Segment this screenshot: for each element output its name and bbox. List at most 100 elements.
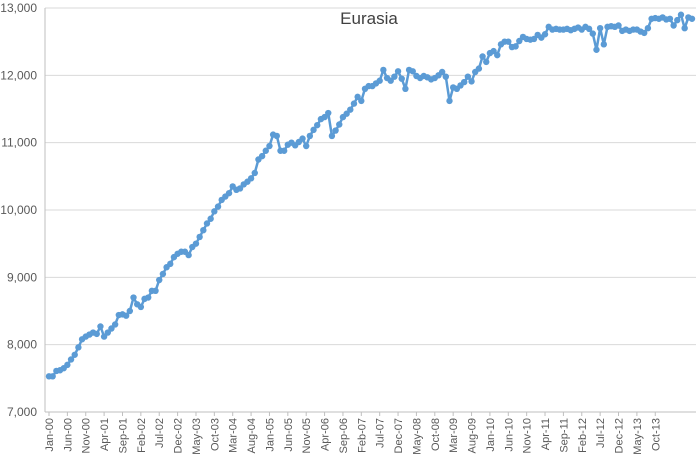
x-tick-label: Sep-01 bbox=[117, 418, 129, 453]
data-point bbox=[280, 147, 288, 154]
x-tick-label: Apr-01 bbox=[99, 418, 111, 451]
data-point bbox=[541, 31, 549, 38]
data-point bbox=[225, 189, 233, 197]
y-tick-label: 12,000 bbox=[0, 68, 37, 82]
gridlines bbox=[45, 7, 696, 346]
x-tick-label: Jul-07 bbox=[375, 418, 387, 448]
x-tick-label: Dec-02 bbox=[173, 418, 185, 453]
data-point bbox=[207, 215, 214, 222]
x-tick-label: Jun-10 bbox=[503, 418, 515, 452]
data-point bbox=[409, 68, 416, 75]
data-point bbox=[97, 323, 104, 330]
data-point bbox=[479, 53, 486, 60]
data-point bbox=[303, 142, 310, 150]
data-point bbox=[464, 73, 472, 80]
chart-title: Eurasia bbox=[340, 9, 398, 28]
y-tick-label: 7,000 bbox=[7, 405, 37, 419]
data-point bbox=[475, 65, 483, 72]
data-point bbox=[145, 294, 152, 301]
data-point bbox=[167, 260, 174, 268]
data-point bbox=[376, 77, 383, 84]
data-point bbox=[196, 233, 203, 241]
data-point bbox=[512, 43, 519, 50]
x-tick-label: May-03 bbox=[191, 418, 203, 455]
data-point bbox=[108, 325, 115, 332]
x-tick-label: Oct-13 bbox=[650, 418, 662, 451]
x-tick-label: Sep-06 bbox=[338, 418, 350, 453]
data-point bbox=[262, 147, 269, 154]
data-point bbox=[391, 73, 398, 80]
x-tick-label: Mar-09 bbox=[448, 418, 460, 453]
x-tick-label: Oct-03 bbox=[209, 418, 221, 451]
data-point bbox=[460, 78, 468, 86]
data-point bbox=[688, 15, 696, 22]
data-point bbox=[306, 132, 314, 140]
x-tick-label: Jun-00 bbox=[62, 418, 74, 452]
x-tick-label: May-13 bbox=[632, 418, 644, 455]
x-axis-tick-labels: Jan-00 Jun-00 Nov-00 Apr-01 Sep-01 Feb-02 Jul-… bbox=[44, 418, 662, 455]
data-point bbox=[593, 46, 600, 53]
data-point bbox=[64, 361, 71, 369]
data-point bbox=[615, 22, 622, 29]
data-point bbox=[211, 208, 218, 215]
data-point bbox=[258, 152, 266, 160]
data-point bbox=[130, 294, 137, 301]
data-point bbox=[332, 127, 339, 134]
x-tick-label: Jan-05 bbox=[264, 418, 276, 452]
data-point bbox=[666, 15, 674, 22]
axes bbox=[44, 8, 696, 416]
data-point bbox=[214, 203, 222, 210]
x-tick-label: Aug-04 bbox=[246, 418, 258, 453]
data-point bbox=[192, 240, 200, 247]
data-point bbox=[585, 25, 593, 33]
data-point bbox=[100, 333, 108, 340]
data-point bbox=[402, 85, 409, 93]
data-point bbox=[137, 303, 145, 311]
data-point bbox=[236, 185, 244, 192]
x-tick-label: Mar-04 bbox=[228, 418, 240, 453]
data-point bbox=[93, 330, 100, 338]
data-point bbox=[67, 356, 75, 363]
x-tick-label: Nov-00 bbox=[81, 418, 93, 453]
data-point bbox=[589, 30, 596, 37]
data-point bbox=[310, 126, 317, 134]
data-point bbox=[483, 58, 490, 66]
data-point bbox=[677, 11, 685, 18]
data-point bbox=[247, 175, 255, 182]
data-point bbox=[468, 78, 475, 85]
data-point bbox=[681, 25, 688, 32]
data-point bbox=[314, 121, 321, 129]
data-point bbox=[325, 109, 332, 117]
x-tick-label: Jul-12 bbox=[595, 418, 607, 448]
y-axis-tick-labels: 7,000 8,000 9,000 10,000 11,000 12,000 13,000 bbox=[0, 1, 37, 419]
data-point bbox=[49, 373, 56, 380]
x-tick-label: May-08 bbox=[411, 418, 423, 455]
data-point bbox=[266, 142, 273, 150]
data-point bbox=[122, 312, 130, 319]
x-tick-label: Dec-12 bbox=[614, 418, 626, 453]
data-point bbox=[670, 22, 677, 29]
data-point bbox=[358, 97, 365, 105]
x-tick-label: Aug-09 bbox=[467, 418, 479, 453]
data-point bbox=[442, 73, 450, 80]
data-point bbox=[494, 51, 501, 59]
data-point bbox=[446, 97, 453, 105]
x-tick-label: Jan-00 bbox=[44, 418, 56, 452]
data-point bbox=[380, 66, 387, 74]
data-point bbox=[203, 220, 211, 227]
data-point bbox=[347, 106, 354, 113]
data-point bbox=[273, 132, 281, 140]
data-point bbox=[350, 100, 358, 107]
data-point bbox=[321, 113, 328, 121]
data-point bbox=[299, 135, 306, 142]
data-point bbox=[596, 25, 604, 32]
data-point bbox=[251, 169, 258, 177]
x-tick-label: Jan-10 bbox=[485, 418, 497, 452]
y-tick-label: 8,000 bbox=[7, 338, 37, 352]
x-tick-label: Feb-02 bbox=[136, 418, 148, 453]
y-tick-label: 9,000 bbox=[7, 270, 37, 284]
y-tick-label: 13,000 bbox=[0, 1, 37, 15]
x-tick-label: Nov-10 bbox=[522, 418, 534, 453]
data-point bbox=[641, 29, 648, 37]
